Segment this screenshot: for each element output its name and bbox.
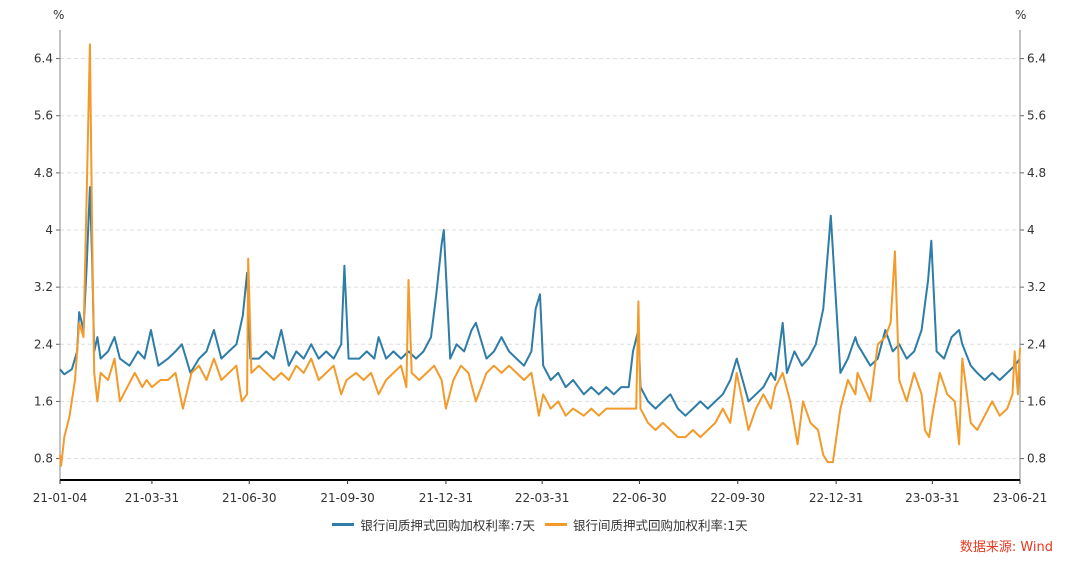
axes: 0.8 0.8 1.6 1.6 2.4 2.4 3.2 3.2 4 4 4.8 4.8 5.6 5.6 6.… — [33, 30, 1047, 505]
y-tick-label-left: 4.8 — [34, 166, 53, 180]
y-tick-label-right: 4.8 — [1027, 166, 1046, 180]
y-tick-label-left: 4 — [45, 223, 53, 237]
right-axis-unit: % — [1015, 8, 1026, 22]
x-tick-label: 21-09-30 — [320, 491, 374, 505]
y-tick-label-right: 3.2 — [1027, 280, 1046, 294]
legend-swatch-7d — [332, 523, 355, 526]
x-tick-label: 22-09-30 — [711, 491, 765, 505]
legend-swatch-1d — [545, 523, 567, 526]
legend-label-1d: 银行间质押式回购加权利率:1天 — [573, 518, 748, 533]
x-tick-label: 22-12-31 — [809, 491, 863, 505]
legend-item-1d: 银行间质押式回购加权利率:1天 — [545, 515, 748, 534]
series-lines — [59, 43, 1021, 467]
data-source-label: 数据来源: Wind — [959, 540, 1053, 555]
x-tick-label: 21-06-30 — [222, 491, 276, 505]
legend-label-7d: 银行间质押式回购加权利率:7天 — [360, 518, 535, 533]
x-tick-label: 22-06-30 — [612, 491, 666, 505]
left-axis-unit: % — [53, 8, 64, 22]
y-tick-label-left: 6.4 — [34, 52, 53, 66]
y-tick-label-right: 0.8 — [1027, 452, 1046, 466]
x-tick-label: 23-06-21 — [993, 491, 1047, 505]
x-tick-label: 21-01-04 — [33, 491, 87, 505]
x-tick-label: 22-03-31 — [515, 491, 569, 505]
grid-lines — [60, 58, 1020, 460]
y-tick-label-right: 2.4 — [1027, 337, 1046, 351]
x-tick-label: 21-03-31 — [125, 491, 179, 505]
y-tick-label-left: 5.6 — [34, 109, 53, 123]
y-tick-label-right: 4 — [1027, 223, 1035, 237]
y-tick-label-left: 1.6 — [34, 394, 53, 408]
y-tick-label-left: 0.8 — [34, 452, 53, 466]
y-tick-label-right: 1.6 — [1027, 394, 1046, 408]
y-tick-label-left: 3.2 — [34, 280, 53, 294]
series-line-7d — [59, 186, 1021, 417]
x-tick-label: 21-12-31 — [419, 491, 473, 505]
y-tick-label-right: 6.4 — [1027, 52, 1046, 66]
line-chart: 0.8 0.8 1.6 1.6 2.4 2.4 3.2 3.2 4 4 4.8 4.8 5.6 5.6 6.… — [33, 8, 1047, 505]
legend-item-7d: 银行间质押式回购加权利率:7天 — [332, 515, 535, 534]
series-line-1d — [59, 43, 1021, 467]
legend: 银行间质押式回购加权利率:7天 银行间质押式回购加权利率:1天 — [0, 515, 1080, 534]
y-tick-label-left: 2.4 — [34, 337, 53, 351]
y-tick-label-right: 5.6 — [1027, 109, 1046, 123]
x-tick-label: 23-03-31 — [905, 491, 959, 505]
